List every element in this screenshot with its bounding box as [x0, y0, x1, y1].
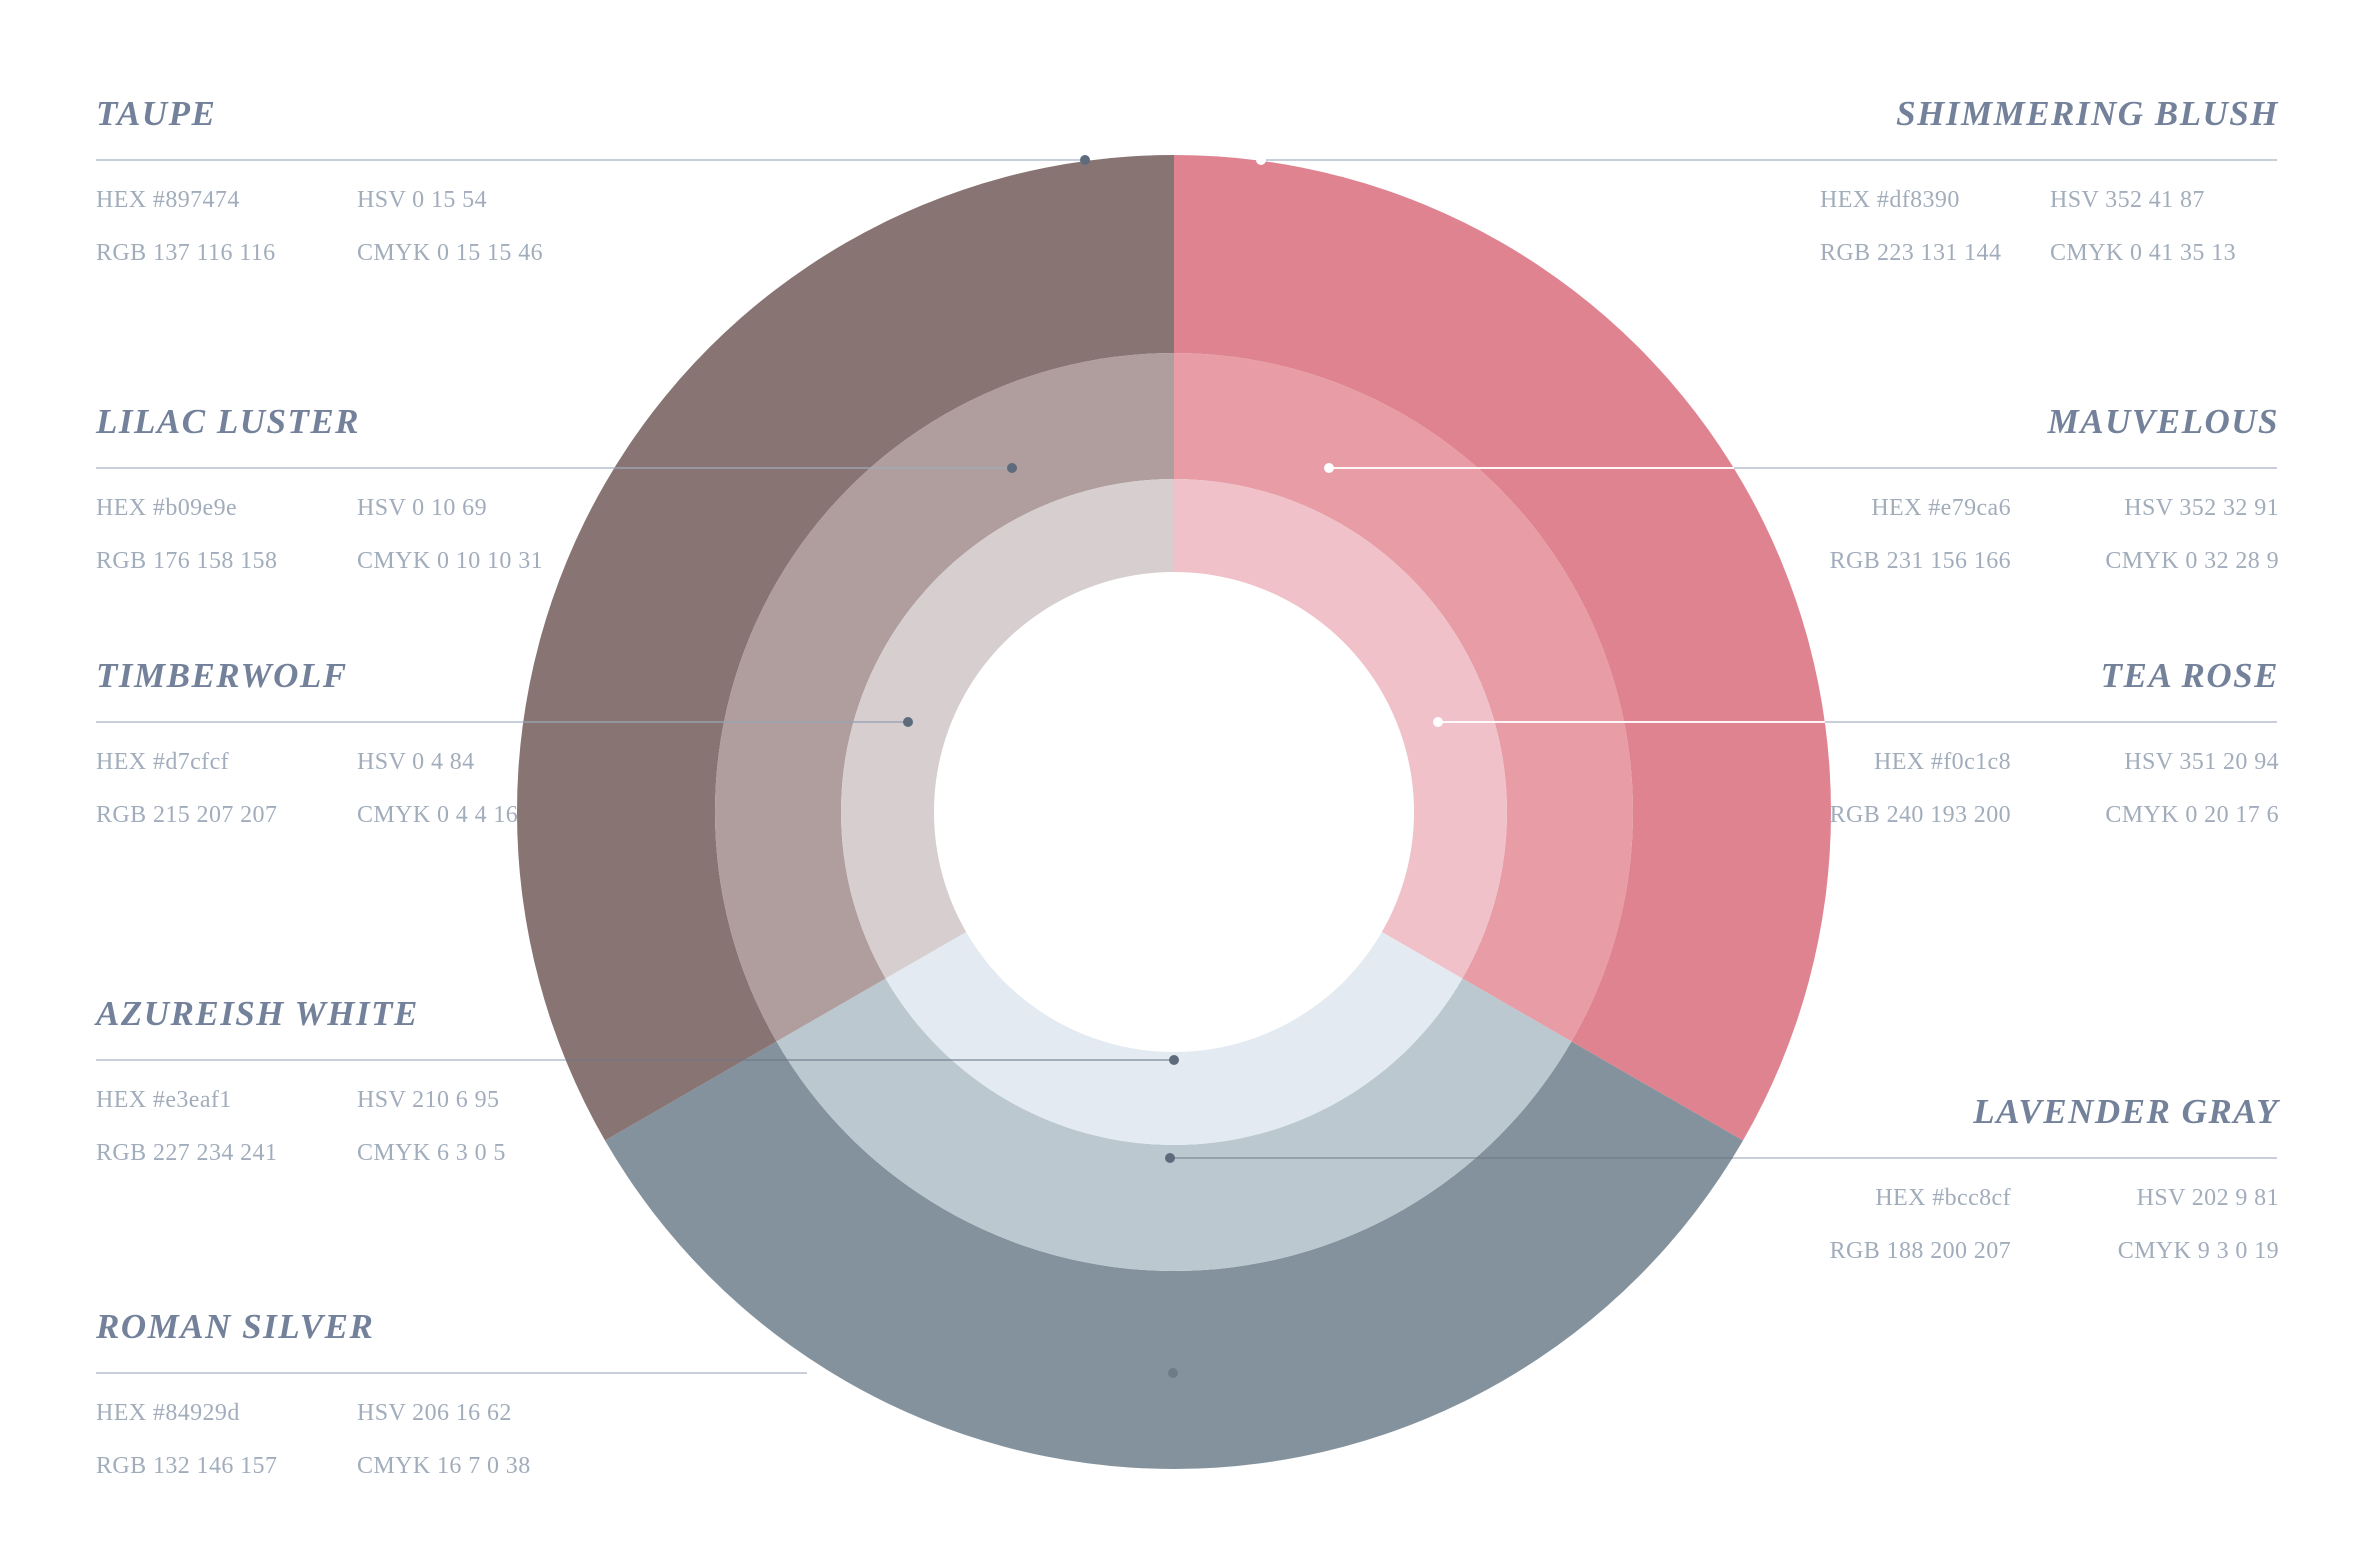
swatch-name: TAUPE: [96, 94, 217, 133]
swatch-azureish-white: AZUREISH WHITE HEX #e3eaf1 RGB 227 234 2…: [96, 992, 736, 1192]
wheel-segment-tea-rose-inner: [1174, 479, 1507, 979]
wheel-segment-mauvelous-middle: [1174, 353, 1634, 1042]
swatch-rgb: RGB 176 158 158: [96, 548, 278, 574]
swatch-hex: HEX #f0c1c8: [1873, 749, 2011, 775]
swatch-cmyk: CMYK 16 7 0 38: [357, 1453, 531, 1479]
swatch-shimmering-blush: SHIMMERING BLUSH HEX #df8390 RGB 223 131…: [1820, 92, 2279, 292]
swatch-rgb: RGB 227 234 241: [96, 1140, 278, 1166]
swatch-cmyk: CMYK 0 4 4 16: [357, 802, 519, 828]
wheel-segment-shimmering-blush-outer: [1174, 155, 1831, 1141]
swatch-rgb: RGB 231 156 166: [1829, 548, 2011, 574]
swatch-name: LAVENDER GRAY: [1973, 1092, 2279, 1131]
swatch-name: SHIMMERING BLUSH: [1896, 94, 2279, 133]
swatch-hsv: HSV 352 32 91: [2124, 495, 2279, 521]
swatch-hsv: HSV 352 41 87: [2050, 187, 2205, 213]
swatch-cmyk: CMYK 0 15 15 46: [357, 240, 544, 266]
swatch-hex: HEX #d7cfcf: [96, 749, 230, 775]
swatch-hex: HEX #b09e9e: [96, 495, 238, 521]
wheel-segment-timberwolf-inner: [840, 479, 1174, 979]
swatch-rgb: RGB 240 193 200: [1829, 802, 2011, 828]
swatch-hsv: HSV 210 6 95: [357, 1087, 500, 1113]
swatch-cmyk: CMYK 9 3 0 19: [2117, 1238, 2279, 1264]
swatch-hsv: HSV 0 15 54: [357, 187, 487, 213]
swatch-hsv: HSV 351 20 94: [2124, 749, 2279, 775]
swatch-hex: HEX #84929d: [96, 1400, 240, 1426]
swatch-name: MAUVELOUS: [2047, 402, 2279, 441]
swatch-mauvelous: MAUVELOUS HEX #e79ca6 RGB 231 156 166 HS…: [1639, 400, 2279, 600]
swatch-cmyk: CMYK 0 41 35 13: [2050, 240, 2237, 266]
swatch-cmyk: CMYK 0 20 17 6: [2105, 802, 2279, 828]
swatch-rgb: RGB 223 131 144: [1820, 240, 2002, 266]
swatch-name: AZUREISH WHITE: [96, 994, 419, 1033]
wheel-segment-lavender-gray-middle: [776, 978, 1572, 1271]
swatch-cmyk: CMYK 0 32 28 9: [2105, 548, 2279, 574]
swatch-name: TIMBERWOLF: [96, 656, 348, 695]
swatch-hsv: HSV 202 9 81: [2136, 1185, 2279, 1211]
swatch-rgb: RGB 188 200 207: [1829, 1238, 2011, 1264]
wheel-segment-taupe-outer: [517, 155, 1174, 1141]
swatch-cmyk: CMYK 0 10 10 31: [357, 548, 544, 574]
swatch-tea-rose: TEA ROSE HEX #f0c1c8 RGB 240 193 200 HSV…: [1639, 654, 2279, 854]
swatch-hex: HEX #df8390: [1820, 187, 1960, 213]
swatch-hex: HEX #897474: [96, 187, 240, 213]
wheel-segment-lilac-luster-middle: [714, 353, 1174, 1042]
swatch-roman-silver: ROMAN SILVER HEX #84929d RGB 132 146 157…: [96, 1305, 736, 1505]
swatch-hex: HEX #e79ca6: [1871, 495, 2011, 521]
swatch-rgb: RGB 215 207 207: [96, 802, 278, 828]
wheel-segment-roman-silver-outer: [605, 1041, 1743, 1469]
swatch-name: TEA ROSE: [2100, 656, 2279, 695]
swatch-timberwolf: TIMBERWOLF HEX #d7cfcf RGB 215 207 207 H…: [96, 654, 736, 854]
swatch-rgb: RGB 137 116 116: [96, 240, 276, 266]
swatch-cmyk: CMYK 6 3 0 5: [357, 1140, 506, 1166]
swatch-hsv: HSV 206 16 62: [357, 1400, 512, 1426]
wheel-segment-azureish-white-inner: [885, 932, 1463, 1145]
swatch-hsv: HSV 0 4 84: [357, 749, 475, 775]
swatch-hex: HEX #bcc8cf: [1875, 1185, 2011, 1211]
swatch-hex: HEX #e3eaf1: [96, 1087, 232, 1113]
swatch-taupe: TAUPE HEX #897474 RGB 137 116 116 HSV 0 …: [96, 92, 736, 292]
swatch-hsv: HSV 0 10 69: [357, 495, 487, 521]
swatch-rgb: RGB 132 146 157: [96, 1453, 278, 1479]
swatch-name: LILAC LUSTER: [96, 402, 361, 441]
swatch-lilac-luster: LILAC LUSTER HEX #b09e9e RGB 176 158 158…: [96, 400, 736, 600]
swatch-name: ROMAN SILVER: [96, 1307, 375, 1346]
swatch-lavender-gray: LAVENDER GRAY HEX #bcc8cf RGB 188 200 20…: [1639, 1090, 2279, 1290]
